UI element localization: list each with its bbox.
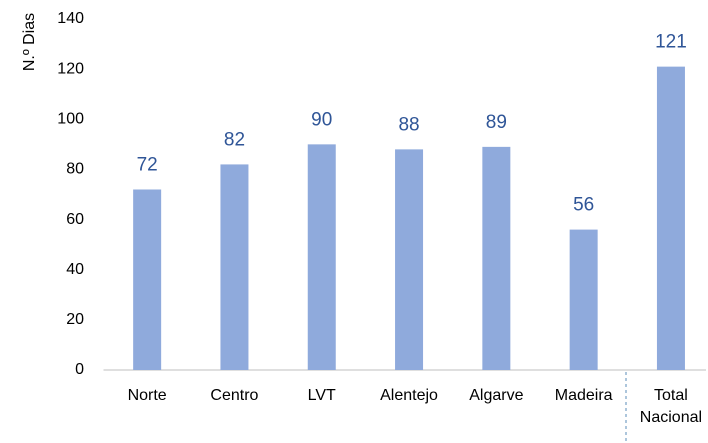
data-label: 88 — [398, 114, 419, 135]
data-label: 72 — [137, 155, 158, 176]
y-tick-label: 140 — [57, 10, 84, 27]
y-tick-label: 120 — [57, 60, 84, 77]
y-tick-label: 0 — [75, 361, 84, 378]
x-tick-label: Algarve — [469, 387, 524, 404]
y-tick-label: 20 — [66, 311, 84, 328]
bar — [482, 146, 511, 370]
y-axis-label: N.º Dias — [21, 13, 38, 71]
data-label: 89 — [486, 112, 507, 133]
y-tick-label: 60 — [66, 211, 84, 228]
y-tick-label: 80 — [66, 161, 84, 178]
y-tick-label: 40 — [66, 261, 84, 278]
x-tick-label: Madeira — [554, 387, 613, 404]
x-tick-label: Centro — [210, 387, 259, 404]
x-tick-label: LVT — [307, 387, 336, 404]
bar — [569, 229, 598, 370]
bar — [395, 149, 424, 370]
bar — [656, 66, 685, 370]
x-tick-label: Total Nacional — [639, 387, 703, 426]
data-label: 90 — [311, 109, 332, 130]
y-tick-label: 100 — [57, 111, 84, 128]
x-tick-label: Alentejo — [380, 387, 438, 404]
x-tick-label: Norte — [127, 387, 167, 404]
data-label: 121 — [655, 32, 687, 53]
bar — [307, 144, 336, 370]
data-label: 82 — [224, 129, 245, 150]
bar — [220, 164, 249, 370]
bar — [133, 189, 162, 370]
data-label: 56 — [573, 195, 594, 216]
